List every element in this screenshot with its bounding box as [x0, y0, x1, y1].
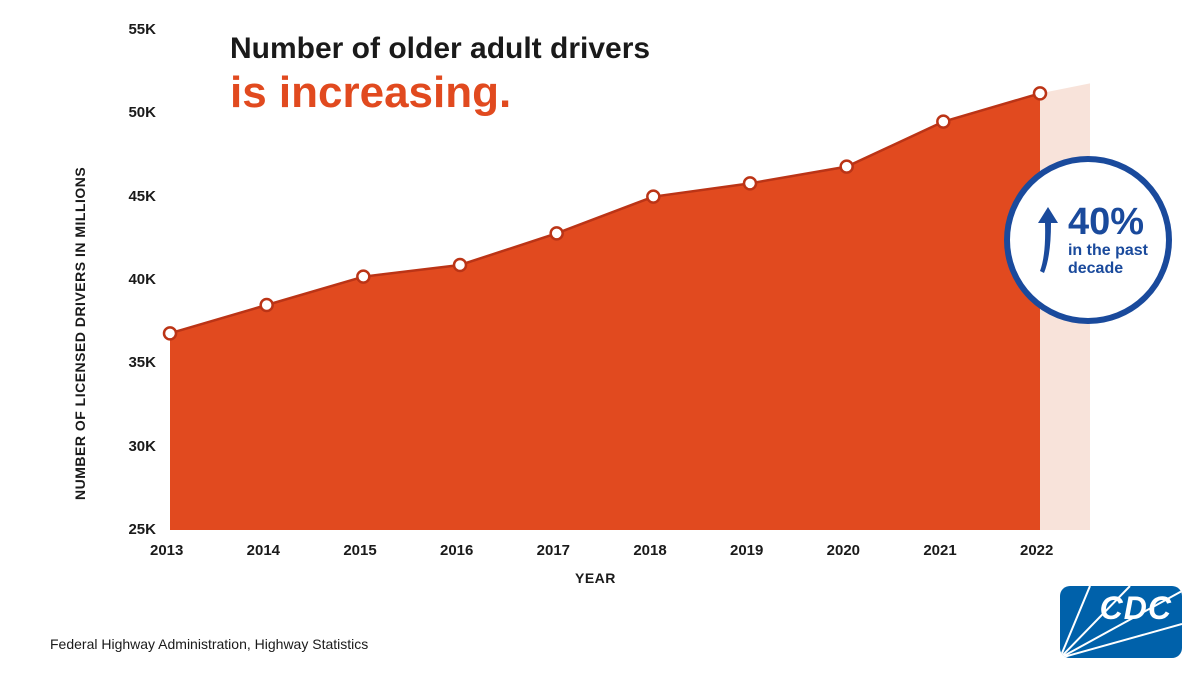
cdc-logo: CDC — [1060, 586, 1182, 658]
x-axis-label: YEAR — [575, 570, 616, 586]
x-tick-label: 2019 — [730, 542, 763, 559]
x-tick-label: 2014 — [247, 542, 280, 559]
x-tick-label: 2016 — [440, 542, 473, 559]
chart-title: Number of older adult drivers is increas… — [230, 32, 650, 118]
x-tick-label: 2013 — [150, 542, 183, 559]
callout-content: 40% in the past decade — [1028, 201, 1148, 279]
title-line-1: Number of older adult drivers — [230, 32, 650, 66]
callout-sub-1: in the past — [1068, 243, 1148, 259]
up-arrow-icon — [1034, 201, 1062, 279]
x-tick-label: 2018 — [633, 542, 666, 559]
x-tick-label: 2022 — [1020, 542, 1053, 559]
chart-stage: NUMBER OF LICENSED DRIVERS IN MILLIONS 2… — [0, 0, 1200, 675]
x-tick-label: 2015 — [343, 542, 376, 559]
x-tick-label: 2020 — [827, 542, 860, 559]
source-citation: Federal Highway Administration, Highway … — [50, 636, 368, 652]
callout-circle: 40% in the past decade — [1004, 156, 1172, 324]
x-tick-label: 2021 — [923, 542, 956, 559]
logo-text: CDC — [1100, 586, 1182, 627]
title-line-2: is increasing. — [230, 68, 650, 118]
callout-sub-2: decade — [1068, 261, 1148, 277]
x-tick-label: 2017 — [537, 542, 570, 559]
callout-percent: 40% — [1068, 203, 1148, 241]
